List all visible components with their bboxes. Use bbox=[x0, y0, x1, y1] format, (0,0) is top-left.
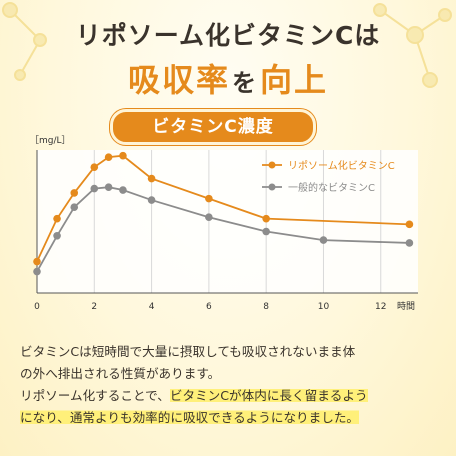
data-point bbox=[70, 203, 79, 211]
line-chart: ［mg/L］ 0 2 4 6 8 10 12 時間 リポソーム化ビタミンC 一般的なビタミンC bbox=[30, 135, 418, 312]
headline-particle: を bbox=[232, 69, 258, 97]
data-point bbox=[147, 174, 156, 183]
legend-marker bbox=[268, 183, 276, 191]
description-line: リポソーム化することで、ビタミンCが体内に長く留まるよう bbox=[20, 385, 440, 407]
x-tick-label: 8 bbox=[263, 302, 269, 312]
headline-keyword-improve: 向上 bbox=[260, 61, 329, 99]
data-point bbox=[33, 267, 41, 276]
data-point bbox=[262, 227, 270, 236]
description-plain: リポソーム化することで、 bbox=[20, 388, 170, 403]
headline-title: リポソーム化ビタミンCは bbox=[75, 21, 381, 50]
headline-keyword-absorption: 吸収率 bbox=[127, 61, 230, 99]
x-tick-label: 12 bbox=[375, 302, 386, 312]
description-text: ビタミンCは短時間で大量に摂取しても吸収されないまま体 の外へ排出される性質があ… bbox=[20, 341, 440, 429]
data-point bbox=[119, 186, 127, 194]
data-point bbox=[90, 184, 99, 193]
data-point bbox=[90, 163, 99, 171]
legend-marker bbox=[268, 161, 276, 169]
x-tick-label: 4 bbox=[149, 302, 155, 312]
data-point bbox=[147, 196, 156, 204]
data-point bbox=[319, 236, 328, 244]
legend-label: 一般的なビタミンC bbox=[288, 181, 375, 194]
data-point bbox=[405, 220, 414, 229]
data-point bbox=[53, 214, 61, 223]
chart-banner: ビタミンC濃度 bbox=[110, 109, 316, 145]
data-point bbox=[53, 232, 61, 240]
data-point bbox=[205, 213, 213, 222]
data-point bbox=[119, 151, 127, 160]
description-highlight: になり、通常よりも効率的に吸収できるようになりました。 bbox=[20, 410, 360, 425]
data-point bbox=[104, 183, 113, 191]
data-point bbox=[205, 194, 213, 203]
description-line: の外へ排出される性質があります。 bbox=[20, 366, 221, 381]
x-tick-label: 0 bbox=[34, 302, 40, 312]
data-point bbox=[262, 214, 270, 223]
y-axis-label: ［mg/L］ bbox=[30, 135, 71, 146]
headline-subtitle: 吸収率を向上 bbox=[0, 55, 456, 101]
x-tick-label: 6 bbox=[206, 302, 212, 312]
x-tick-label: 10 bbox=[318, 302, 330, 312]
legend-label: リポソーム化ビタミンC bbox=[288, 159, 395, 172]
description-line: ビタミンCは短時間で大量に摂取しても吸収されないまま体 bbox=[20, 344, 356, 359]
x-tick-label: 2 bbox=[91, 302, 97, 312]
data-point bbox=[33, 257, 41, 266]
description-highlight: ビタミンCが体内に長く留まるよう bbox=[169, 388, 368, 403]
data-point bbox=[70, 189, 79, 197]
series-line bbox=[36, 154, 410, 262]
x-axis-label: 時間 bbox=[397, 301, 415, 312]
data-point bbox=[104, 153, 113, 161]
description-line: になり、通常よりも効率的に吸収できるようになりました。 bbox=[20, 407, 440, 429]
data-point bbox=[405, 239, 414, 247]
